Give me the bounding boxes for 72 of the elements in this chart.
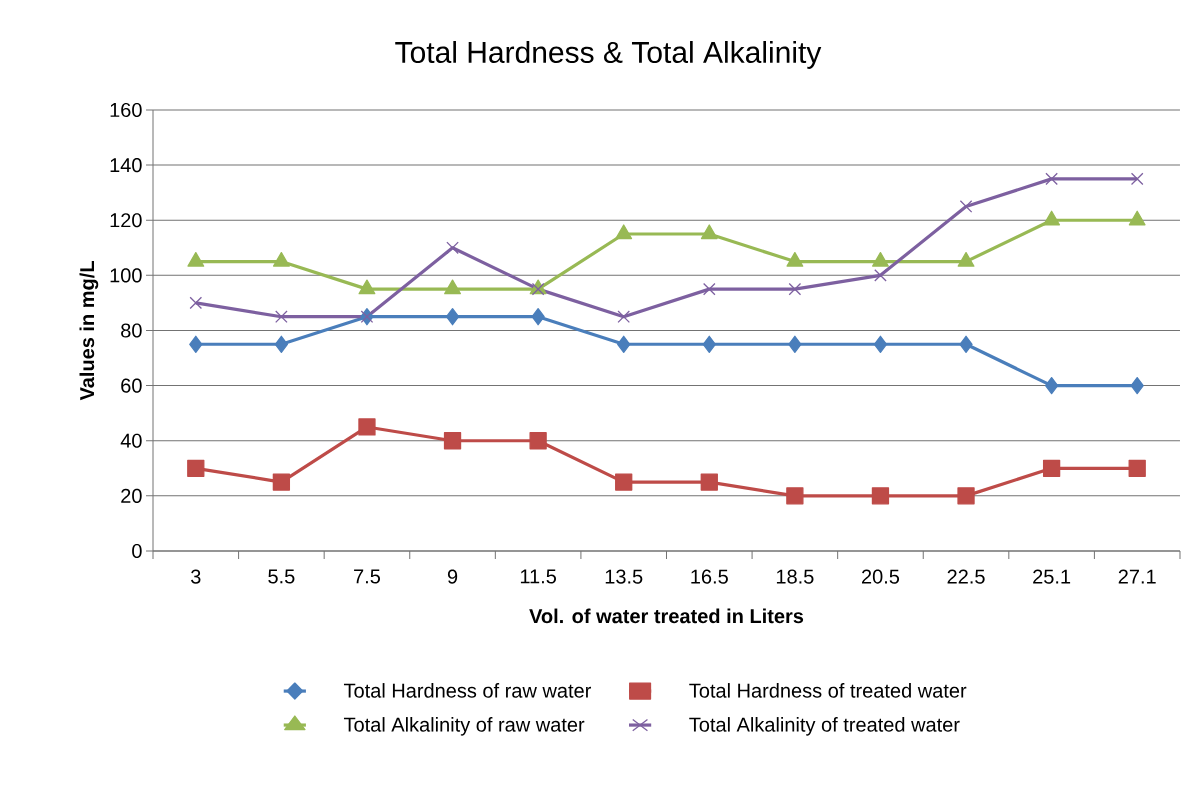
- point: [788, 282, 802, 296]
- point: [1128, 459, 1146, 477]
- point: [446, 241, 459, 255]
- point: [873, 335, 888, 353]
- legend-label: Total Hardness of raw water: [343, 683, 592, 698]
- point: [702, 282, 716, 296]
- point: [1130, 376, 1144, 395]
- point: [615, 473, 633, 491]
- y-axis-title: Values in mg/L: [79, 261, 99, 401]
- legend-label: Total Alkalinity of treated water: [689, 717, 960, 736]
- point: [871, 487, 890, 505]
- y-tick-label: 160: [110, 102, 142, 118]
- point: [187, 251, 205, 267]
- point: [786, 251, 804, 267]
- point: [786, 487, 804, 505]
- point: [358, 279, 376, 295]
- point: [957, 251, 975, 267]
- point: [700, 473, 718, 491]
- x-tick-label: 16.5: [691, 569, 728, 584]
- y-tick-label: 20: [121, 488, 142, 503]
- x-tick-label: 13.5: [605, 569, 643, 584]
- x-tick-label: 5.5: [268, 569, 295, 584]
- point: [529, 432, 547, 450]
- point: [275, 310, 288, 324]
- point: [274, 335, 289, 353]
- point: [788, 335, 802, 353]
- y-tick-label: 100: [110, 268, 142, 283]
- x-axis-title: Vol. of water treated in Liters: [529, 608, 804, 624]
- legend-label: Total Hardness of treated water: [689, 683, 967, 698]
- point: [1045, 172, 1058, 186]
- point: [443, 432, 462, 450]
- y-tick-label: 80: [121, 323, 142, 338]
- point: [189, 296, 203, 310]
- point: [957, 487, 975, 505]
- point: [1128, 210, 1146, 226]
- legend-label: Total Alkalinity of raw water: [343, 717, 585, 736]
- x-tick-label: 7.5: [354, 569, 381, 584]
- x-tick-label: 27.1: [1118, 569, 1156, 584]
- point: [1130, 172, 1144, 186]
- point: [702, 335, 716, 353]
- point: [1043, 210, 1061, 226]
- point: [959, 200, 973, 213]
- point: [444, 279, 461, 295]
- point: [959, 335, 973, 353]
- point: [272, 251, 290, 267]
- x-tick-label: 25.1: [1033, 569, 1071, 584]
- y-tick-label: 120: [110, 213, 142, 228]
- x-tick-label: 20.5: [861, 569, 900, 584]
- point: [445, 308, 460, 326]
- point: [700, 224, 718, 240]
- point: [1044, 376, 1059, 395]
- point: [617, 310, 631, 324]
- y-tick-label: 40: [120, 433, 142, 448]
- x-tick-label: 22.5: [947, 569, 985, 584]
- point: [531, 308, 545, 326]
- x-tick-label: 18.5: [776, 569, 814, 584]
- point: [617, 335, 631, 353]
- point: [358, 418, 376, 436]
- point: [874, 269, 887, 282]
- point: [615, 224, 633, 240]
- y-tick-label: 60: [121, 378, 142, 393]
- x-tick-label: 3: [191, 569, 201, 584]
- y-tick-label: 0: [132, 543, 142, 559]
- x-tick-label: 9: [447, 569, 458, 584]
- point: [189, 335, 203, 353]
- x-tick-label: 11.5: [520, 569, 557, 584]
- point: [272, 473, 291, 491]
- point: [187, 459, 205, 477]
- point: [872, 251, 889, 267]
- chart-title: Total Hardness & Total Alkalinity: [395, 41, 822, 69]
- y-tick-label: 140: [110, 158, 142, 173]
- point: [1042, 459, 1061, 477]
